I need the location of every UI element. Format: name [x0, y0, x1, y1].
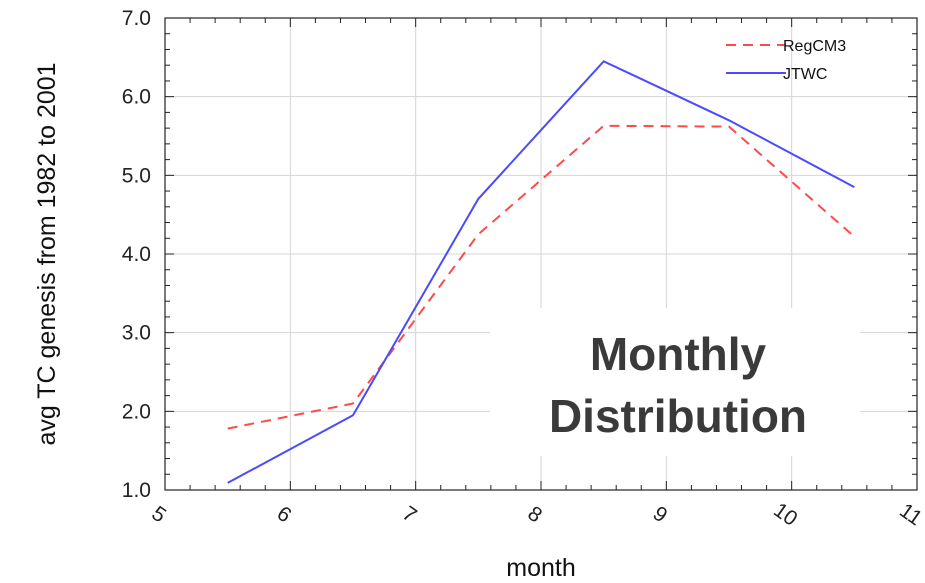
plot-frame: [164, 17, 918, 491]
x-tick-label: 11: [895, 499, 925, 530]
annotation-line-1: Monthly: [590, 328, 767, 380]
x-axis-title: month: [506, 554, 575, 582]
x-tick-label: 8: [523, 502, 546, 528]
x-tick-label: 6: [273, 502, 296, 528]
y-axis-title: avg TC genesis from 1982 to 2001: [33, 62, 61, 445]
legend-label-regcm3: RegCM3: [783, 38, 846, 55]
y-tick-label: 6.0: [122, 86, 151, 109]
x-tick-label: 5: [147, 502, 170, 528]
legend: RegCM3 JTWC: [726, 38, 846, 83]
y-tick-label: 2.0: [122, 400, 151, 423]
x-tick-label: 10: [769, 499, 801, 531]
y-tick-label: 1.0: [122, 479, 151, 502]
x-tick-label: 9: [649, 502, 672, 528]
y-tick-label: 7.0: [122, 7, 151, 30]
series-lines: [227, 60, 855, 484]
x-tick-label: 7: [398, 502, 421, 528]
legend-label-jtwc: JTWC: [783, 66, 827, 83]
y-axis-ticks: 1.0 2.0 3.0 4.0 5.0 6.0 7.0: [122, 7, 151, 502]
y-tick-label: 4.0: [122, 243, 151, 266]
series-line-regcm3: [227, 124, 855, 430]
y-tick-label: 3.0: [122, 322, 151, 345]
x-axis-ticks: 5 6 7 8 9 10 11: [147, 499, 925, 531]
annotation-line-2: Distribution: [549, 390, 807, 442]
annotation-background: [490, 308, 860, 456]
minor-ticks: [164, 17, 918, 491]
y-tick-label: 5.0: [122, 164, 151, 187]
series-line-jtwc: [227, 60, 855, 484]
